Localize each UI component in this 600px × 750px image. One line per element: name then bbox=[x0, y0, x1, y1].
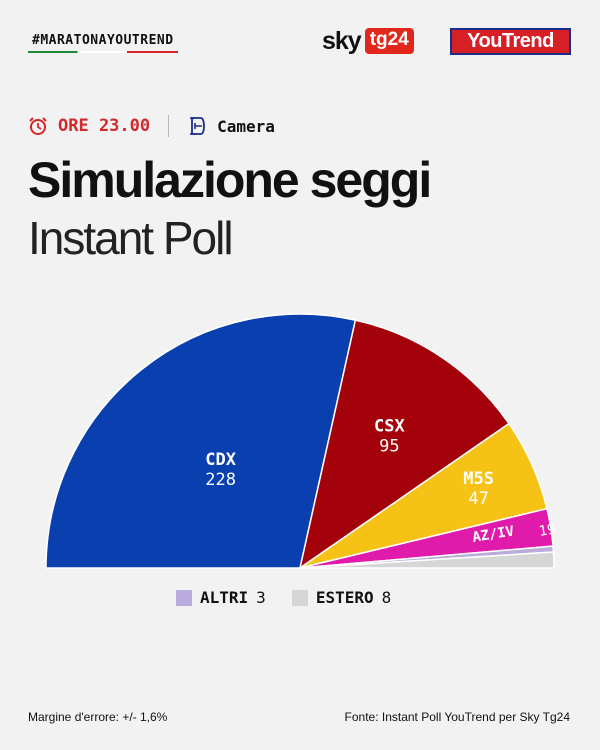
slice-value-m5s: 47 bbox=[468, 489, 488, 509]
meta-row: ORE 23.00 Camera bbox=[28, 114, 275, 138]
slice-label-csx: CSX bbox=[374, 416, 405, 436]
legend-name-altri: ALTRI bbox=[200, 588, 249, 607]
seat-slice-csx bbox=[298, 319, 510, 570]
seat-slice-cdx bbox=[45, 313, 357, 569]
youtrend-logo: YouTrend bbox=[450, 28, 571, 55]
hashtag-label: #MARATONAYOUTREND bbox=[28, 32, 178, 53]
slice-value-az-iv: 19 bbox=[538, 521, 557, 539]
legend-name-estero: ESTERO bbox=[315, 588, 374, 607]
slice-label-az-iv: AZ/IV bbox=[471, 523, 516, 546]
legend-value-altri: 3 bbox=[256, 588, 266, 607]
chart-legend: ALTRI 3 ESTERO 8 bbox=[176, 588, 417, 607]
time-label: ORE 23.00 bbox=[58, 116, 151, 136]
slice-label-m5s: M5S bbox=[463, 469, 494, 489]
page-title: Simulazione seggi bbox=[28, 152, 432, 208]
tg24-logo-word: tg24 bbox=[364, 28, 414, 54]
slice-label-cdx: CDX bbox=[205, 450, 236, 470]
chamber-emblem-icon bbox=[190, 117, 206, 135]
legend-item-altri: ALTRI 3 bbox=[176, 588, 266, 607]
chamber-label: Camera bbox=[217, 116, 275, 136]
seat-slice-estero bbox=[299, 551, 555, 569]
error-margin-note: Margine d'errore: +/- 1,6% bbox=[28, 710, 168, 724]
alarm-clock-icon bbox=[29, 117, 47, 135]
legend-item-estero: ESTERO 8 bbox=[291, 588, 392, 607]
sky-logo-word: sky bbox=[322, 26, 362, 55]
legend-value-estero: 8 bbox=[381, 588, 392, 607]
sky-tg24-logo: sky tg24 bbox=[322, 26, 414, 56]
meta-divider bbox=[168, 115, 170, 137]
legend-swatch-altri bbox=[176, 589, 192, 606]
source-note: Fonte: Instant Poll YouTrend per Sky Tg2… bbox=[344, 710, 570, 724]
slice-value-csx: 95 bbox=[379, 436, 399, 456]
page-subtitle: Instant Poll bbox=[28, 212, 234, 264]
legend-swatch-estero bbox=[291, 589, 308, 606]
slice-value-cdx: 228 bbox=[205, 470, 236, 490]
